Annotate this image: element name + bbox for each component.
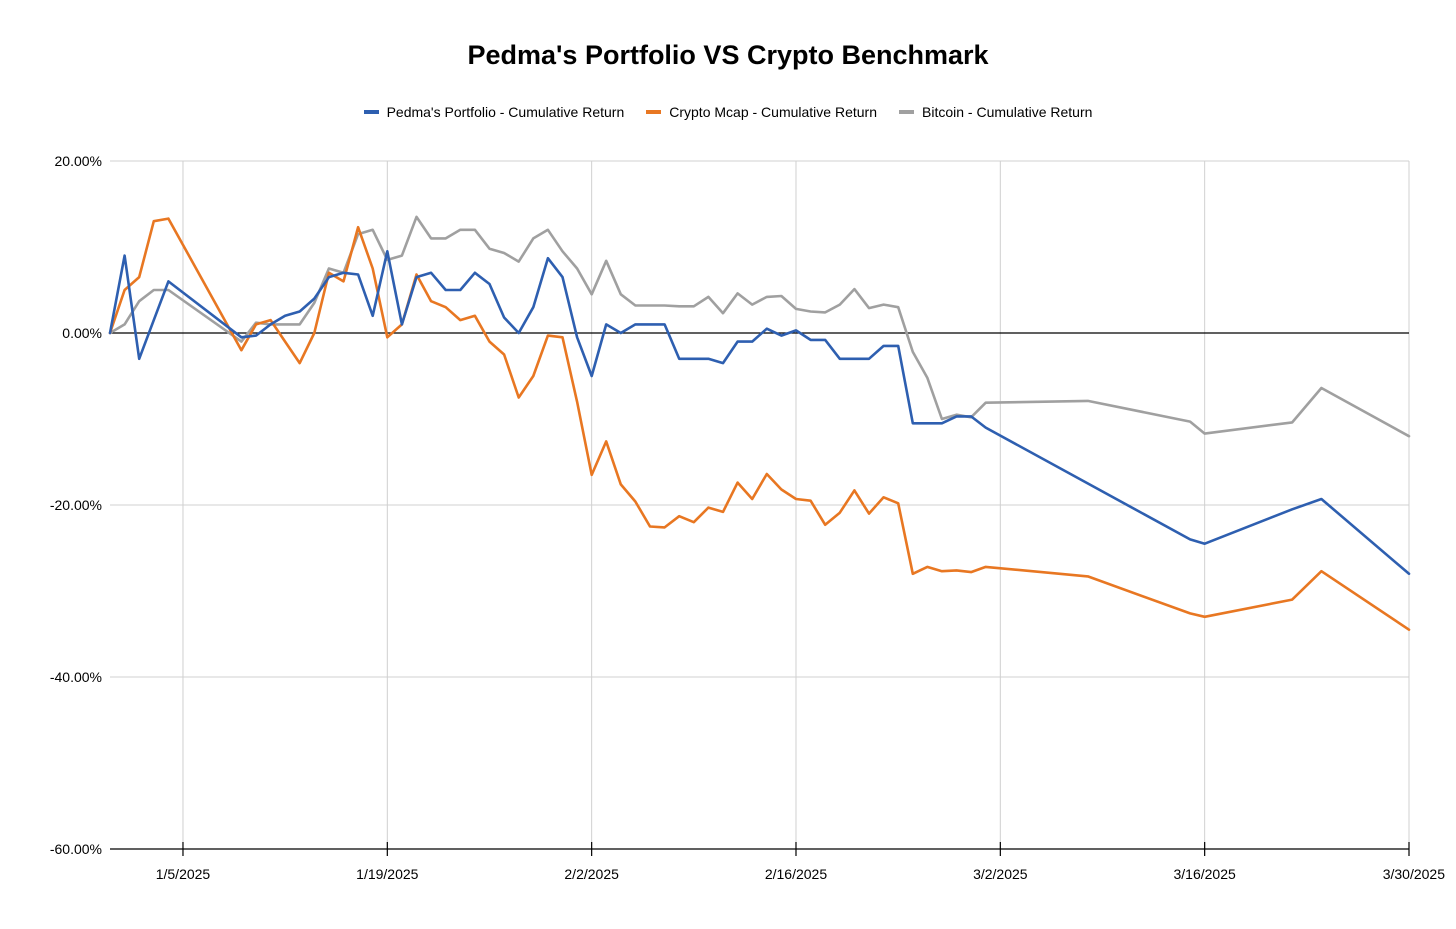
y-tick-label: -40.00%	[50, 669, 102, 685]
legend-swatch-bitcoin	[899, 110, 914, 114]
y-tick-label: -20.00%	[50, 497, 102, 513]
legend-item-crypto-mcap[interactable]: Crypto Mcap - Cumulative Return	[646, 104, 877, 120]
legend-item-portfolio[interactable]: Pedma's Portfolio - Cumulative Return	[363, 104, 625, 120]
x-tick-label: 2/2/2025	[564, 866, 619, 882]
chart-title: Pedma's Portfolio VS Crypto Benchmark	[467, 40, 989, 70]
legend-swatch-portfolio	[363, 110, 379, 114]
grid	[110, 160, 1410, 850]
series-lines	[108, 215, 1411, 632]
x-tick-label: 2/16/2025	[765, 866, 827, 882]
tick-labels: 20.00% 0.00% -20.00% -40.00% -60.00% 1/5/2025…	[50, 153, 1445, 882]
x-tick-label: 3/30/2025	[1383, 866, 1445, 882]
legend-swatch-crypto-mcap	[646, 110, 662, 114]
legend-item-bitcoin[interactable]: Bitcoin - Cumulative Return	[899, 104, 1092, 120]
legend-label-bitcoin: Bitcoin - Cumulative Return	[922, 104, 1093, 120]
x-tick-label: 1/19/2025	[356, 866, 418, 882]
x-tick-label: 3/2/2025	[973, 866, 1028, 882]
legend-label-portfolio: Pedma's Portfolio - Cumulative Return	[386, 104, 625, 120]
legend-label-crypto-mcap: Crypto Mcap - Cumulative Return	[669, 104, 877, 120]
series-line-bitcoin[interactable]	[108, 215, 1411, 438]
y-tick-label: -60.00%	[50, 841, 102, 857]
series-line-portfolio[interactable]	[108, 250, 1411, 576]
x-tick-label: 3/16/2025	[1174, 866, 1236, 882]
y-tick-label: 0.00%	[62, 325, 102, 341]
series-line-crypto-mcap[interactable]	[108, 217, 1411, 632]
y-tick-label: 20.00%	[55, 153, 102, 169]
axes	[110, 332, 1410, 856]
x-tick-label: 1/5/2025	[156, 866, 211, 882]
legend: Pedma's Portfolio - Cumulative Return Cr…	[0, 104, 1456, 120]
